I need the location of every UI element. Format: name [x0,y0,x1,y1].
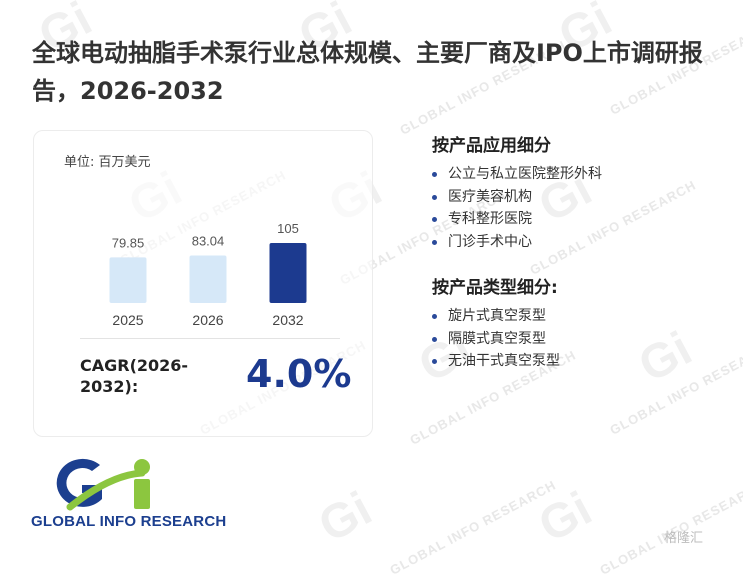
source-badge: 格隆汇 [664,531,704,546]
list-item: 无油干式真空泵型 [432,350,560,373]
list-item: 医疗美容机构 [432,186,602,209]
cagr-value: 4.0% [246,352,352,396]
category-label: 2026 [192,312,223,328]
bar-2026 [189,255,227,303]
category-label: 2032 [272,312,303,328]
watermark-logo: Gi [310,482,381,553]
logo-text: GLOBAL INFO RESEARCH [31,513,227,530]
bar-chart: 79.85 2025 83.04 2026 105 2032 [109,221,307,328]
type-section-title: 按产品类型细分: [432,278,558,298]
watermark-logo: Gi [530,482,601,553]
card-divider [80,338,340,339]
application-section-title: 按产品应用细分 [432,136,551,156]
logo-i-stem [134,479,150,509]
watermark-text: GLOBAL INFO RESEARCH [387,477,559,578]
watermark-logo: Gi [630,322,701,393]
list-item: 门诊手术中心 [432,231,602,254]
bar-2032 [269,243,307,303]
list-item: 公立与私立医院整形外科 [432,163,602,186]
bar-2025 [109,257,147,303]
report-title: 全球电动抽脂手术泵行业总体规模、主要厂商及IPO上市调研报告，2026-2032 [32,39,703,105]
gir-logo [56,458,150,511]
type-list: 旋片式真空泵型 隔膜式真空泵型 无油干式真空泵型 [432,305,560,373]
logo-g-shape [56,458,102,507]
value-label: 83.04 [192,234,225,249]
category-label: 2025 [112,312,143,328]
list-item: 旋片式真空泵型 [432,305,560,328]
value-label: 79.85 [112,235,145,250]
list-item: 隔膜式真空泵型 [432,328,560,351]
list-item: 专科整形医院 [432,208,602,231]
cagr-label: CAGR(2026-2032): [80,356,189,396]
unit-label: 单位: 百万美元 [64,155,151,170]
logo-swoosh [66,469,146,511]
application-list: 公立与私立医院整形外科 医疗美容机构 专科整形医院 门诊手术中心 [432,163,602,253]
watermark-text: GLOBAL INFO RESEARCH [607,337,743,438]
value-label: 105 [277,221,299,236]
